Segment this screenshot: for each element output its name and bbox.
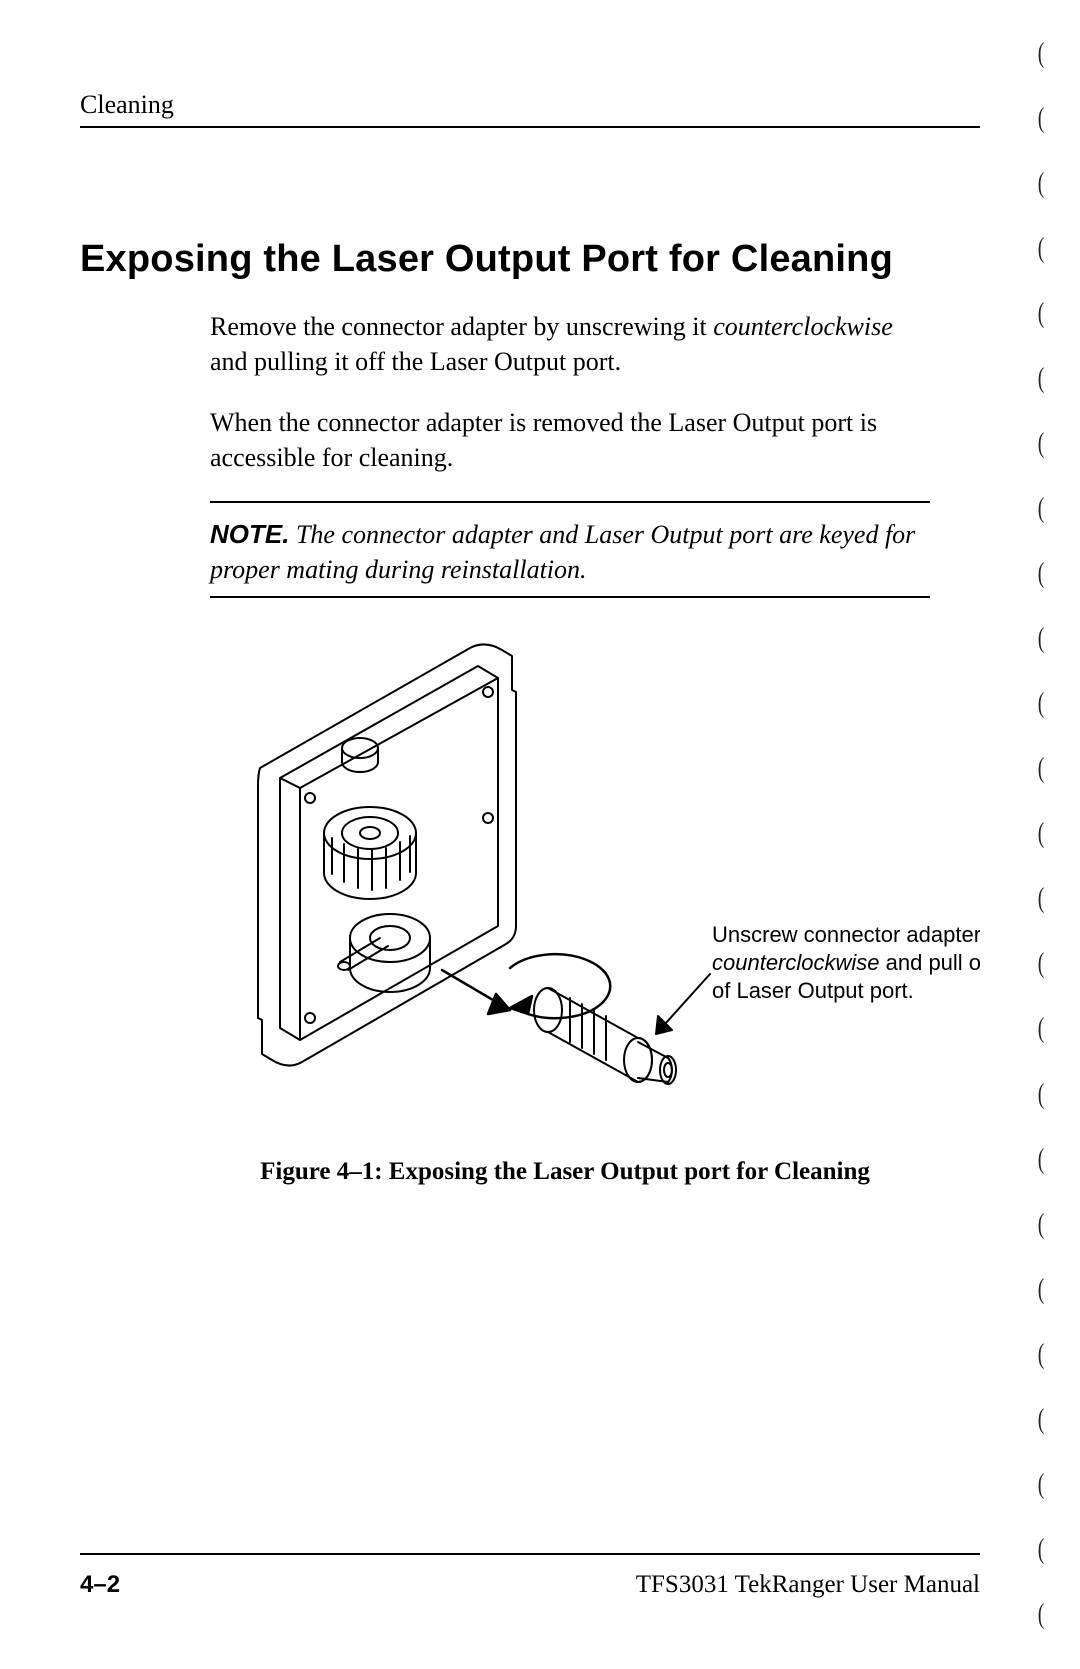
figure: Unscrew connector adapter counterclockwi… [210,638,980,1186]
body-text: Remove the connector adapter by unscrewi… [210,309,930,598]
page-number: 4–2 [80,1571,120,1599]
page: Cleaning Exposing the Laser Output Port … [0,0,1080,1669]
binding-mark: ( [1031,1341,1052,1369]
binding-mark: ( [1031,1471,1052,1499]
binding-mark: ( [1031,40,1052,68]
note-paragraph: NOTE. The connector adapter and Laser Ou… [210,517,930,587]
note-text: The connector adapter and Laser Output p… [210,520,915,584]
binding-mark: ( [1031,625,1052,653]
footer-rule [80,1553,980,1555]
p1-text-c: and pulling it off the Laser Output port… [210,347,621,376]
paragraph-2: When the connector adapter is removed th… [210,405,930,475]
binding-mark: ( [1031,495,1052,523]
binding-mark: ( [1031,365,1052,393]
p1-text-a: Remove the connector adapter by unscrewi… [210,312,713,341]
binding-mark: ( [1031,105,1052,133]
note-rule-top [210,501,930,503]
note-rule-bottom [210,596,930,598]
binding-mark: ( [1031,1081,1052,1109]
section-title: Exposing the Laser Output Port for Clean… [80,238,980,281]
binding-mark: ( [1031,560,1052,588]
binding-marks: ( ( ( ( ( ( ( ( ( ( ( ( ( ( ( ( ( ( ( ( … [1026,40,1056,1629]
binding-mark: ( [1031,755,1052,783]
binding-mark: ( [1031,1015,1052,1043]
callout-line3: of Laser Output port. [712,978,914,1003]
paragraph-1: Remove the connector adapter by unscrewi… [210,309,930,379]
callout-line2b: and pull off [880,950,980,975]
header-rule [80,126,980,128]
binding-mark: ( [1031,170,1052,198]
binding-mark: ( [1031,430,1052,458]
binding-mark: ( [1031,1276,1052,1304]
figure-svg: Unscrew connector adapter counterclockwi… [210,638,980,1108]
binding-mark: ( [1031,885,1052,913]
manual-title: TFS3031 TekRanger User Manual [636,1571,980,1599]
binding-mark: ( [1031,1536,1052,1564]
binding-mark: ( [1031,820,1052,848]
binding-mark: ( [1031,300,1052,328]
figure-caption: Figure 4–1: Exposing the Laser Output po… [210,1158,920,1186]
binding-mark: ( [1031,1601,1052,1629]
binding-mark: ( [1031,690,1052,718]
binding-mark: ( [1031,1406,1052,1434]
note-label: NOTE. [210,519,289,549]
binding-mark: ( [1031,1211,1052,1239]
p1-text-b: counterclockwise [713,312,893,341]
callout-line2a: counterclockwise [712,950,880,975]
callout-line1: Unscrew connector adapter [712,922,980,947]
binding-mark: ( [1031,235,1052,263]
svg-text:counterclockwise and pull off: counterclockwise and pull off [712,950,980,975]
running-head: Cleaning [80,90,980,120]
binding-mark: ( [1031,950,1052,978]
footer: 4–2 TFS3031 TekRanger User Manual [80,1553,980,1599]
binding-mark: ( [1031,1146,1052,1174]
